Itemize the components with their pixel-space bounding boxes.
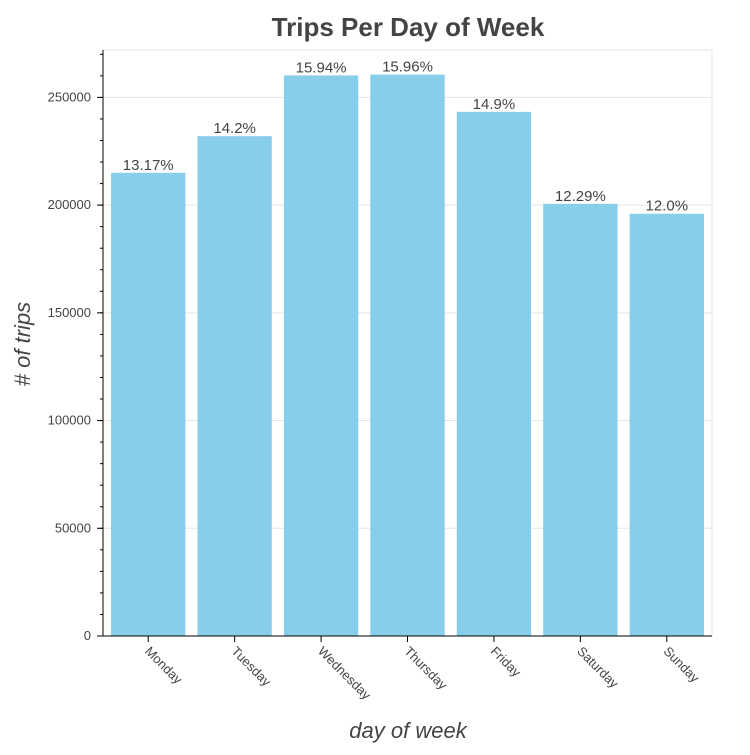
data-label: 15.94% bbox=[296, 59, 347, 76]
data-label: 14.2% bbox=[213, 120, 256, 137]
y-tick-label: 200000 bbox=[48, 197, 91, 212]
bar bbox=[543, 203, 618, 636]
data-labels: 13.17% 14.2% 15.94% 15.96% 14.9% 12.29% 12.0% bbox=[123, 59, 688, 215]
bars bbox=[111, 74, 704, 637]
bar bbox=[283, 75, 359, 636]
bar bbox=[197, 136, 272, 637]
y-tick-label: 50000 bbox=[55, 520, 91, 535]
x-tick-label: Tuesday bbox=[229, 644, 275, 690]
data-label: 13.17% bbox=[123, 157, 174, 174]
y-tick-label: 0 bbox=[84, 628, 91, 643]
x-tick-label: Wednesday bbox=[315, 644, 374, 703]
y-axis-label: # of trips bbox=[10, 302, 35, 386]
y-tick-label: 250000 bbox=[48, 89, 91, 104]
chart-title: Trips Per Day of Week bbox=[272, 12, 545, 42]
bar bbox=[370, 74, 445, 636]
data-label: 12.29% bbox=[555, 188, 606, 205]
data-label: 14.9% bbox=[473, 96, 516, 113]
x-tick-label: Monday bbox=[142, 644, 186, 688]
y-tick-label: 150000 bbox=[48, 305, 91, 320]
data-label: 15.96% bbox=[382, 59, 433, 76]
bar bbox=[629, 213, 704, 636]
x-tick-label: Saturday bbox=[574, 644, 622, 692]
x-tick-label: Thursday bbox=[401, 644, 450, 693]
x-tick-label: Friday bbox=[488, 644, 524, 680]
bar bbox=[456, 111, 532, 637]
x-axis-label: day of week bbox=[349, 718, 467, 743]
x-tick-label: Sunday bbox=[661, 644, 703, 686]
y-tick-label: 100000 bbox=[48, 413, 91, 428]
data-label: 12.0% bbox=[646, 198, 689, 215]
bar bbox=[111, 172, 186, 637]
